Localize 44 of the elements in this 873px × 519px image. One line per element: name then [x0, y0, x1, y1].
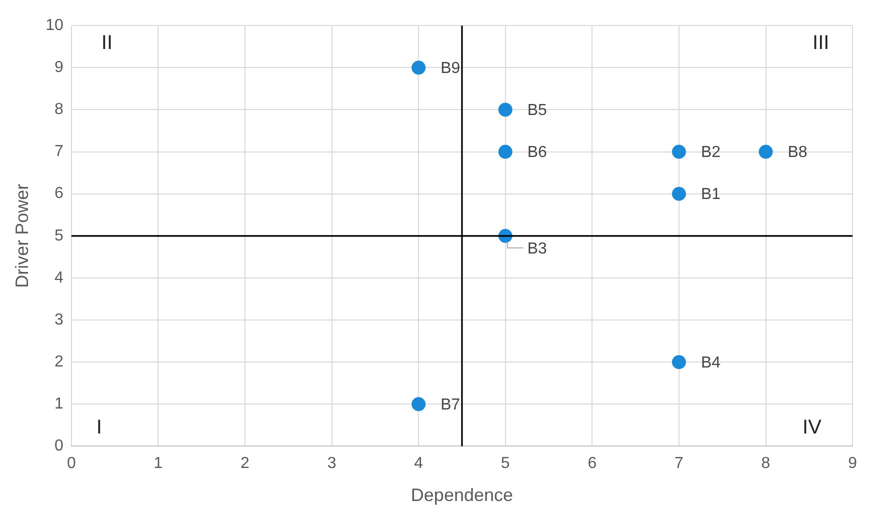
x-tick-label: 9: [848, 455, 858, 472]
point: [498, 102, 512, 117]
x-tick-label: 7: [674, 455, 684, 472]
annotation: B6: [527, 144, 548, 162]
annotation: B1: [700, 186, 721, 204]
y-tick-label: 4: [54, 269, 64, 286]
y-tick-label: 3: [54, 311, 64, 328]
annotation: II: [101, 32, 113, 54]
annotation: III: [812, 32, 830, 54]
point: [412, 60, 426, 75]
annotation: B2: [700, 144, 721, 162]
x-tick-label: 0: [66, 455, 76, 472]
y-axis-title: Driver Power: [12, 184, 32, 288]
x-tick-label: 5: [500, 455, 510, 472]
x-tick-label: 2: [240, 455, 250, 472]
annotation: IV: [802, 416, 822, 439]
annotation: B5: [527, 102, 548, 120]
annotation: I: [96, 416, 102, 439]
point: [412, 397, 426, 412]
y-tick-label: 6: [54, 185, 64, 202]
y-tick-label: 9: [54, 59, 64, 76]
y-tick-label: 0: [54, 438, 64, 455]
annotation: B4: [700, 354, 721, 372]
point: [672, 186, 686, 201]
point: [498, 144, 512, 159]
y-tick-label: 5: [54, 227, 64, 244]
x-axis-title: Dependence: [410, 485, 514, 506]
annotation: B7: [440, 396, 460, 414]
y-tick-label: 1: [54, 396, 64, 413]
x-tick-label: 6: [588, 455, 597, 472]
point: [758, 144, 773, 159]
y-tick-label: 7: [54, 143, 64, 160]
point: [672, 144, 686, 159]
y-tick-label: 8: [54, 101, 64, 118]
x-tick-label: 8: [761, 455, 770, 472]
y-tick-label: 10: [46, 17, 64, 34]
annotation: B8: [788, 144, 808, 162]
x-tick-label: 1: [154, 455, 163, 472]
annotation: B9: [440, 60, 460, 78]
x-tick-label: 3: [327, 455, 336, 472]
x-tick-label: 4: [414, 455, 424, 472]
annotation: B3: [527, 240, 548, 258]
point: [672, 355, 686, 370]
y-tick-label: 2: [54, 353, 64, 370]
